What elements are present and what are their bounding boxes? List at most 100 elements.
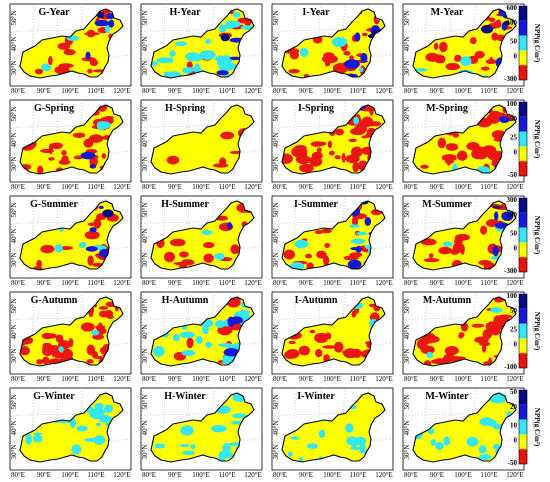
latitude-label: 40°N [403, 421, 411, 436]
npp-high-patch [360, 52, 368, 64]
npp-moderate-patch [414, 68, 428, 72]
npp-decrease-patch [288, 69, 300, 74]
colorbar-segment [519, 116, 527, 132]
map-panel: G-Autumn 50°N 40°N 30°N 80°E 90°E 100°E 110°E 12… [9, 291, 132, 383]
latitude-label: 50°N [403, 203, 411, 218]
colorbar-tick: 100 [507, 292, 518, 300]
npp-decrease-patch [48, 157, 55, 161]
npp-decrease-patch [37, 165, 44, 174]
latitude-label: 30°N [141, 61, 149, 76]
longitude-label: 110°E [349, 183, 366, 191]
colorbar-tick: 100 [507, 211, 518, 219]
npp-moderate-patch [156, 57, 172, 64]
npp-moderate-patch [202, 325, 209, 335]
npp-moderate-patch [345, 423, 354, 434]
country-outline [412, 296, 517, 367]
npp-moderate-patch [318, 429, 326, 438]
npp-decrease-patch [98, 310, 109, 318]
longitude-label: 90°E [37, 375, 51, 383]
parallel [402, 412, 525, 416]
colorbar-tick: 100 [507, 19, 518, 27]
npp-decrease-patch [433, 42, 439, 50]
npp-high-patch [344, 59, 360, 69]
npp-moderate-patch [218, 450, 226, 462]
longitude-label: 110°E [218, 375, 235, 383]
longitude-label: 90°E [168, 183, 182, 191]
longitude-label: 110°E [218, 87, 235, 95]
npp-decrease-patch [431, 54, 446, 62]
npp-moderate-patch [93, 435, 106, 446]
colorbar-label: NPP(g C/m²) [533, 120, 541, 159]
npp-decrease-patch [48, 56, 53, 66]
longitude-label: 90°E [37, 87, 51, 95]
npp-decrease-patch [315, 348, 323, 358]
npp-moderate-patch [205, 38, 211, 45]
colorbar-segment [519, 20, 527, 36]
npp-decrease-patch [163, 251, 176, 263]
latitude-label: 50°N [10, 395, 18, 410]
colorbar-segment [519, 50, 527, 66]
latitude-label: 50°N [10, 11, 18, 26]
longitude-label: 120°E [113, 471, 131, 479]
colorbar-tick: 20 [510, 403, 518, 411]
latitude-label: 40°N [10, 37, 18, 52]
latitude-label: 30°N [272, 445, 280, 460]
npp-moderate-patch [151, 61, 159, 66]
npp-decrease-patch [452, 132, 459, 138]
colorbar-segment [519, 390, 527, 405]
npp-decrease-patch [485, 59, 497, 65]
npp-decrease-patch [95, 325, 103, 330]
parallel [9, 124, 132, 128]
colorbar-tick: 100 [507, 100, 518, 108]
colorbar: 50 20 10 0 -50 NPP(g C/m²) [508, 388, 541, 467]
latitude-label: 50°N [141, 299, 149, 314]
npp-decrease-patch [439, 41, 448, 53]
latitude-label: 40°N [403, 133, 411, 148]
npp-decrease-patch [89, 134, 99, 139]
npp-very-high-patch [102, 209, 114, 218]
latitude-label: 50°N [10, 203, 18, 218]
npp-decrease-patch [498, 314, 513, 319]
npp-moderate-patch [182, 450, 195, 456]
npp-high-patch [80, 151, 96, 160]
npp-moderate-patch [493, 443, 501, 450]
npp-decrease-patch [348, 138, 357, 143]
npp-moderate-patch [180, 425, 194, 436]
npp-decrease-patch [322, 255, 330, 266]
longitude-label: 120°E [375, 471, 393, 479]
latitude-label: 40°N [10, 133, 18, 148]
panel-title: M-Summer [422, 199, 472, 210]
colorbar-segment [519, 212, 527, 228]
latitude-label: 40°N [272, 133, 280, 148]
longitude-label: 80°E [142, 471, 156, 479]
parallel [140, 28, 263, 32]
latitude-label: 50°N [10, 299, 18, 314]
npp-decrease-patch [88, 312, 94, 318]
npp-moderate-patch [478, 454, 491, 461]
colorbar-tick: -50 [508, 459, 518, 467]
longitude-label: 100°E [192, 183, 210, 191]
country-outline [281, 296, 386, 367]
panel-title: I-Year [302, 7, 330, 18]
colorbar-label: NPP(g C/m²) [533, 216, 541, 255]
map-panel: I-Summer 50°N 40°N 30°N 80°E 90°E 100°E 110°E 12… [271, 195, 394, 287]
map-panel: M-Year 50°N 40°N 30°N 80°E 90°E 100°E 110°E 120°… [402, 3, 525, 95]
npp-moderate-patch [478, 445, 487, 454]
colorbar-tick: -300 [504, 267, 517, 275]
npp-high-patch [98, 205, 104, 210]
longitude-label: 100°E [192, 279, 210, 287]
npp-moderate-patch [214, 320, 226, 329]
npp-decrease-patch [36, 359, 44, 365]
npp-high-patch [230, 316, 244, 325]
longitude-label: 90°E [299, 183, 313, 191]
latitude-label: 40°N [403, 229, 411, 244]
map-panel: M-Winter 50°N 40°N 30°N 80°E 90°E 100°E 110°E 12… [402, 387, 525, 479]
latitude-label: 30°N [272, 61, 280, 76]
npp-decrease-patch [316, 250, 327, 259]
npp-high-patch [89, 164, 97, 169]
npp-moderate-patch [435, 441, 444, 450]
longitude-label: 120°E [506, 183, 524, 191]
npp-decrease-patch [166, 155, 180, 165]
parallel [9, 220, 132, 224]
